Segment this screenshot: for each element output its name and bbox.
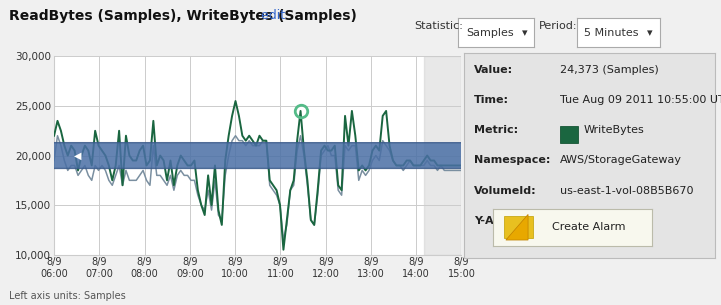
Text: Create Alarm: Create Alarm [552, 222, 625, 232]
Bar [559, 126, 578, 143]
Text: Period:: Period: [539, 21, 578, 31]
Text: Metric:: Metric: [474, 125, 518, 135]
Text: ReadBytes (Samples), WriteBytes (Samples): ReadBytes (Samples), WriteBytes (Samples… [9, 9, 356, 23]
Text: Samples: Samples [466, 28, 513, 38]
Text: Tue Aug 09 2011 10:55:00 UTC: Tue Aug 09 2011 10:55:00 UTC [559, 95, 721, 105]
Text: Left axis units: Samples: Left axis units: Samples [9, 291, 125, 301]
Text: [switch]: [switch] [592, 216, 637, 226]
Polygon shape [504, 216, 533, 238]
Text: ◀: ◀ [74, 151, 81, 160]
Bar [424, 56, 461, 255]
Polygon shape [506, 214, 528, 240]
Text: 24,373 (Samples): 24,373 (Samples) [559, 65, 658, 75]
Text: Statistic:: Statistic: [415, 21, 464, 31]
Text: ▾: ▾ [647, 28, 653, 38]
Text: Left: Left [559, 216, 580, 226]
Text: VolumeId:: VolumeId: [474, 185, 537, 196]
Text: Y-Axis:: Y-Axis: [474, 216, 516, 226]
Text: Value:: Value: [474, 65, 513, 75]
Text: Namespace:: Namespace: [474, 155, 551, 165]
Text: ▾: ▾ [521, 28, 527, 38]
Text: Time:: Time: [474, 95, 509, 105]
Text: edit: edit [257, 9, 286, 22]
Text: WriteBytes: WriteBytes [583, 125, 645, 135]
Text: AWS/StorageGateway: AWS/StorageGateway [559, 155, 681, 165]
Text: 5 Minutes: 5 Minutes [585, 28, 639, 38]
Text: us-east-1-vol-08B5B670: us-east-1-vol-08B5B670 [559, 185, 693, 196]
Circle shape [0, 143, 721, 168]
